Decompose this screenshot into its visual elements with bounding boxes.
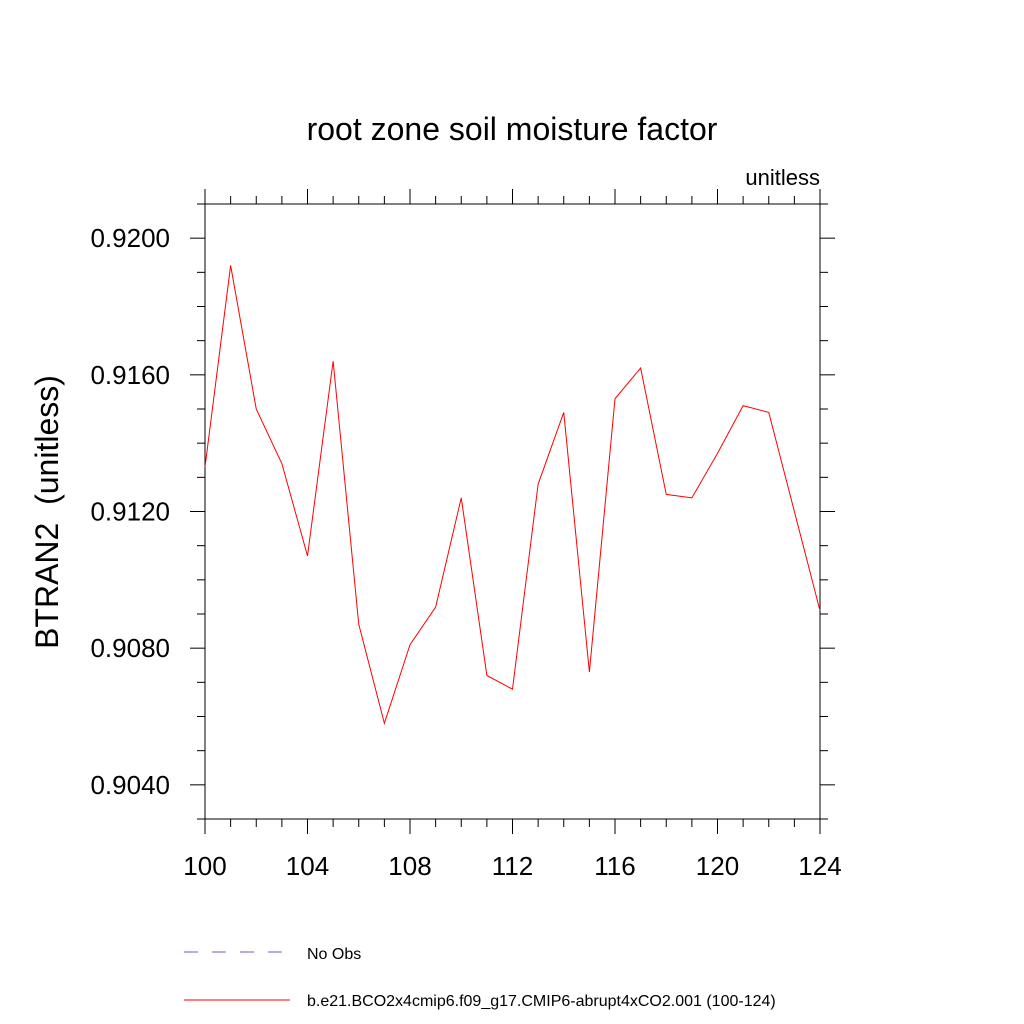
x-tick-label: 108 [388,851,431,881]
series-layer [204,265,821,726]
x-tick-label: 104 [286,851,329,881]
x-tick-label: 116 [594,851,635,881]
axis-tick-labels: 100 104 108 112 116 120 124 0.9040 0.9080 0.9120 0… [90,223,841,881]
x-tick-label: 100 [183,851,226,881]
y-tick-label: 0.9120 [90,497,170,527]
legend-label-no-obs: No Obs [307,946,361,963]
axis-ticks [190,189,835,834]
x-tick-label: 120 [696,851,739,881]
y-axis-label: BTRAN2 (unitless) [29,375,65,649]
y-tick-label: 0.9160 [90,360,170,390]
y-tick-label: 0.9040 [90,770,170,800]
x-tick-label: 124 [798,851,841,881]
plot-frame [204,203,821,820]
series-line [204,265,821,726]
y-tick-label: 0.9200 [90,223,170,253]
legend-label-model-run: b.e21.BCO2x4cmip6.f09_g17.CMIP6-abrupt4x… [307,993,776,1010]
units-label: unitless [745,165,820,190]
x-tick-label: 112 [492,851,533,881]
y-tick-label: 0.9080 [90,633,170,663]
chart-title: root zone soil moisture factor [307,111,718,147]
legend: No Obs b.e21.BCO2x4cmip6.f09_g17.CMIP6-a… [184,946,776,1010]
